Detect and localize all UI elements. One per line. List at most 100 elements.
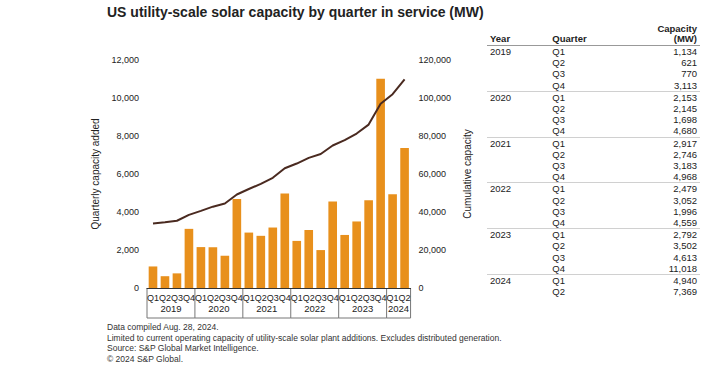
html-text:Q3: Q3 bbox=[552, 160, 565, 171]
html-text:11,018: 11,018 bbox=[668, 262, 697, 274]
svg-text:2020: 2020 bbox=[208, 303, 229, 314]
html-text:Limited to current operating c: Limited to current operating capacity of… bbox=[107, 332, 502, 343]
html-text:Q3: Q3 bbox=[552, 114, 565, 126]
html-text:Q1: Q1 bbox=[552, 46, 565, 57]
svg-text:Q4: Q4 bbox=[183, 293, 195, 303]
html-text:2,792: 2,792 bbox=[673, 229, 697, 241]
svg-text:2023: 2023 bbox=[352, 303, 373, 314]
html-text:1,134: 1,134 bbox=[673, 46, 697, 57]
svg-text:Q2: Q2 bbox=[255, 293, 267, 303]
html-text:Q3: Q3 bbox=[552, 251, 565, 263]
html-text:Q2: Q2 bbox=[552, 286, 565, 298]
html-text:2024: 2024 bbox=[490, 275, 512, 287]
svg-text:Q4: Q4 bbox=[375, 293, 387, 303]
html-text:2019: 2019 bbox=[490, 46, 512, 57]
html-text:Q3: Q3 bbox=[552, 68, 565, 80]
html-text:Q1: Q1 bbox=[552, 229, 565, 241]
html-text:2,153: 2,153 bbox=[673, 91, 697, 103]
svg-text:Q3: Q3 bbox=[171, 293, 183, 303]
html-text:Q2: Q2 bbox=[552, 57, 565, 69]
svg-text:Q4: Q4 bbox=[231, 293, 243, 303]
html-text:770: 770 bbox=[681, 68, 697, 80]
html-text:7,369: 7,369 bbox=[673, 286, 697, 298]
svg-text:4,000: 4,000 bbox=[116, 207, 139, 217]
svg-text:Q2: Q2 bbox=[351, 293, 363, 303]
html-text:Q1: Q1 bbox=[552, 137, 565, 149]
html-text:3,052: 3,052 bbox=[673, 194, 697, 206]
svg-text:60,000: 60,000 bbox=[419, 169, 447, 179]
svg-text:Q2: Q2 bbox=[159, 293, 171, 303]
html-text:US utility-scale solar capacit: US utility-scale solar capacity by quart… bbox=[107, 4, 484, 20]
svg-text:Q1: Q1 bbox=[291, 293, 303, 303]
svg-text:0: 0 bbox=[134, 283, 139, 293]
html-text:2,479: 2,479 bbox=[673, 183, 697, 195]
html-text:2023: 2023 bbox=[490, 229, 512, 241]
svg-text:10,000: 10,000 bbox=[111, 93, 139, 103]
html-text:4,680: 4,680 bbox=[673, 125, 697, 137]
svg-text:Q2: Q2 bbox=[399, 293, 411, 303]
svg-text:Q1: Q1 bbox=[243, 293, 255, 303]
html-text:2022: 2022 bbox=[490, 183, 512, 195]
svg-text:Q1: Q1 bbox=[339, 293, 351, 303]
svg-text:Q3: Q3 bbox=[315, 293, 327, 303]
html-text:2,917: 2,917 bbox=[673, 137, 697, 149]
html-text:Q2: Q2 bbox=[552, 194, 565, 206]
svg-text:100,000: 100,000 bbox=[419, 93, 452, 103]
svg-text:Q4: Q4 bbox=[279, 293, 291, 303]
svg-text:2019: 2019 bbox=[160, 303, 181, 314]
html-text:1,996: 1,996 bbox=[673, 205, 697, 217]
svg-text:Quarterly capacity added: Quarterly capacity added bbox=[90, 118, 101, 229]
svg-text:6,000: 6,000 bbox=[116, 169, 139, 179]
html-text:621: 621 bbox=[681, 57, 697, 69]
svg-text:80,000: 80,000 bbox=[419, 131, 447, 141]
svg-text:2024: 2024 bbox=[388, 303, 409, 314]
html-text:Capacity (MW): Capacity (MW) bbox=[657, 23, 697, 44]
html-text:Q1: Q1 bbox=[552, 275, 565, 287]
html-text:4,940: 4,940 bbox=[673, 275, 697, 287]
svg-text:Q1: Q1 bbox=[387, 293, 399, 303]
html-text:2020: 2020 bbox=[490, 91, 512, 103]
svg-text:Q1: Q1 bbox=[195, 293, 207, 303]
svg-text:2022: 2022 bbox=[304, 303, 325, 314]
svg-text:0: 0 bbox=[419, 283, 424, 293]
svg-text:12,000: 12,000 bbox=[111, 55, 139, 65]
html-text:4,559: 4,559 bbox=[673, 217, 697, 228]
html-text:© 2024 S&P Global.: © 2024 S&P Global. bbox=[107, 353, 183, 364]
html-text:Q2: Q2 bbox=[552, 148, 565, 160]
html-text:Q2: Q2 bbox=[552, 103, 565, 114]
svg-text:Cumulative capacity: Cumulative capacity bbox=[462, 129, 473, 218]
svg-text:Q2: Q2 bbox=[303, 293, 315, 303]
html-text:Q3: Q3 bbox=[552, 205, 565, 217]
html-text:Q4: Q4 bbox=[552, 262, 565, 274]
html-text:Q1: Q1 bbox=[552, 91, 565, 103]
svg-text:40,000: 40,000 bbox=[419, 207, 447, 217]
html-text:2,746: 2,746 bbox=[673, 148, 697, 160]
svg-text:Q2: Q2 bbox=[207, 293, 219, 303]
html-text:Q4: Q4 bbox=[552, 125, 565, 137]
html-text:Q4: Q4 bbox=[552, 171, 565, 183]
html-text:Q4: Q4 bbox=[552, 79, 565, 91]
html-text:2,145: 2,145 bbox=[673, 103, 697, 114]
html-text:Q4: Q4 bbox=[552, 217, 565, 228]
html-text:Year: Year bbox=[490, 33, 511, 44]
html-text:1,698: 1,698 bbox=[673, 114, 697, 126]
svg-text:20,000: 20,000 bbox=[419, 245, 447, 255]
svg-text:2,000: 2,000 bbox=[116, 245, 139, 255]
html-text:Q2: Q2 bbox=[552, 240, 565, 252]
html-text:Q1: Q1 bbox=[552, 183, 565, 195]
svg-text:2021: 2021 bbox=[256, 303, 277, 314]
svg-text:120,000: 120,000 bbox=[419, 55, 452, 65]
html-text:4,613: 4,613 bbox=[673, 251, 697, 263]
svg-text:8,000: 8,000 bbox=[116, 131, 139, 141]
html-text:4,968: 4,968 bbox=[673, 171, 697, 183]
svg-text:Q1: Q1 bbox=[147, 293, 159, 303]
svg-text:Q3: Q3 bbox=[219, 293, 231, 303]
html-text:Quarter: Quarter bbox=[552, 33, 587, 44]
html-text:3,113: 3,113 bbox=[673, 79, 697, 91]
svg-text:Q4: Q4 bbox=[327, 293, 339, 303]
html-text:3,502: 3,502 bbox=[673, 240, 697, 252]
svg-text:Q3: Q3 bbox=[363, 293, 375, 303]
html-text:3,183: 3,183 bbox=[673, 160, 697, 171]
svg-text:Q3: Q3 bbox=[267, 293, 279, 303]
html-text:2021: 2021 bbox=[490, 137, 512, 149]
